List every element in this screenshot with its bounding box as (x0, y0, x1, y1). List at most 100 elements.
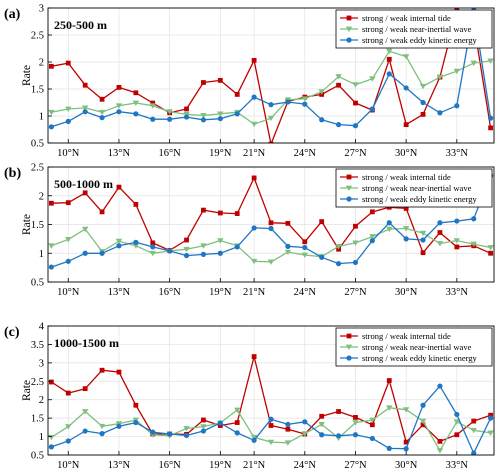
legend-box (335, 168, 493, 208)
y-tick-label: 1 (39, 112, 44, 123)
data-point-circle (437, 110, 443, 116)
data-point-square (403, 206, 409, 211)
data-point-square (319, 219, 325, 225)
data-point-square (116, 184, 122, 190)
y-tick-label: 2 (39, 58, 44, 69)
data-point-circle (319, 117, 325, 123)
data-point-triangle-down (234, 407, 241, 414)
data-point-circle (133, 239, 139, 245)
data-point-circle (437, 220, 443, 226)
data-point-triangle-down (200, 243, 207, 249)
data-point-triangle-down (352, 82, 359, 88)
data-point-triangle-down (369, 234, 376, 240)
data-point-triangle-down (284, 440, 292, 446)
data-point-circle (335, 433, 342, 439)
x-tick-label: 27°N (344, 287, 367, 298)
data-point-triangle-down (419, 83, 427, 90)
legend-entry: strong / weak eddy kinetic energy (362, 194, 478, 204)
data-point-circle (234, 244, 240, 250)
data-point-triangle-down (453, 68, 461, 75)
data-point-circle (488, 115, 494, 121)
data-point-triangle-down (65, 424, 72, 430)
data-point-triangle-down (470, 60, 477, 67)
data-point-circle (217, 250, 223, 256)
data-point-circle (48, 264, 54, 270)
data-point-square (437, 230, 443, 235)
data-point-circle (335, 261, 342, 267)
data-point-triangle-down (318, 89, 325, 95)
data-point-circle (369, 238, 375, 244)
data-point-circle (319, 432, 325, 438)
data-point-circle (48, 124, 54, 130)
data-point-square (234, 420, 240, 425)
data-point-circle (471, 216, 477, 222)
data-point-square (268, 423, 274, 428)
panel-letter: (b) (4, 166, 21, 181)
data-point-triangle-down (200, 424, 207, 430)
data-point-square (234, 211, 240, 216)
data-point-circle (65, 438, 71, 444)
data-point-square (285, 220, 291, 226)
data-point-square (234, 92, 240, 97)
data-point-square (99, 96, 105, 102)
data-point-square (488, 412, 494, 418)
data-point-circle (251, 225, 257, 231)
x-tick-label: 19°N (209, 148, 232, 159)
data-point-square (82, 386, 88, 392)
data-point-square (201, 80, 206, 85)
data-point-square (116, 84, 122, 90)
data-point-circle (437, 383, 443, 389)
data-point-circle (167, 116, 173, 122)
data-point-circle (420, 99, 426, 106)
data-point-circle (268, 416, 274, 422)
x-tick-label: 30°N (395, 460, 418, 471)
data-point-triangle-down (436, 241, 444, 247)
data-point-circle (251, 94, 257, 100)
data-point-triangle-down (217, 111, 224, 117)
data-point-triangle-down (470, 241, 477, 248)
y-tick-label: 0.5 (31, 139, 44, 150)
y-tick-label: 4 (39, 322, 45, 333)
x-tick-label: 24°N (294, 287, 317, 298)
chart-panel-3: 0.5 1 1.5 2 2.5 3 3.5 4 10°N 13°N 16°N 19°N 21°N 24°N… (4, 322, 495, 471)
panel-letter: (c) (4, 325, 20, 340)
depth-range-label: 1000-1500 m (54, 336, 119, 350)
data-point-square (386, 56, 392, 62)
data-point-circle (167, 248, 173, 254)
x-tick-label: 30°N (395, 148, 418, 159)
legend-entry: strong / weak near-inertial wave (362, 24, 472, 34)
data-point-square (454, 244, 460, 250)
legend-swatch-marker (345, 344, 353, 350)
x-tick-label: 13°N (108, 287, 131, 298)
data-point-circle (150, 244, 156, 250)
data-point-circle (352, 259, 359, 266)
data-point-triangle-down (470, 427, 477, 434)
data-point-triangle-down (98, 423, 106, 430)
data-point-triangle-down (267, 439, 275, 446)
data-point-circle (302, 244, 308, 251)
data-point-circle (133, 419, 139, 426)
data-point-circle (386, 220, 392, 226)
data-point-square (48, 379, 54, 385)
data-point-triangle-down (386, 226, 393, 233)
data-point-square (285, 426, 291, 432)
data-point-circle (335, 122, 342, 128)
data-point-square (99, 209, 105, 215)
x-tick-label: 27°N (344, 460, 367, 471)
data-point-triangle-down (352, 240, 359, 246)
legend-swatch-marker (346, 15, 352, 21)
data-point-square (420, 111, 426, 117)
series-line-square (51, 10, 492, 143)
data-point-circle (65, 258, 71, 264)
data-point-square (369, 209, 375, 215)
x-tick-label: 27°N (344, 148, 367, 159)
data-point-circle (403, 236, 409, 242)
data-point-circle (150, 429, 156, 435)
axes-frame (47, 7, 495, 144)
data-point-square (336, 409, 341, 414)
y-axis-label: Rate (21, 214, 33, 235)
data-point-circle (454, 218, 460, 224)
data-point-triangle-down (453, 238, 461, 244)
